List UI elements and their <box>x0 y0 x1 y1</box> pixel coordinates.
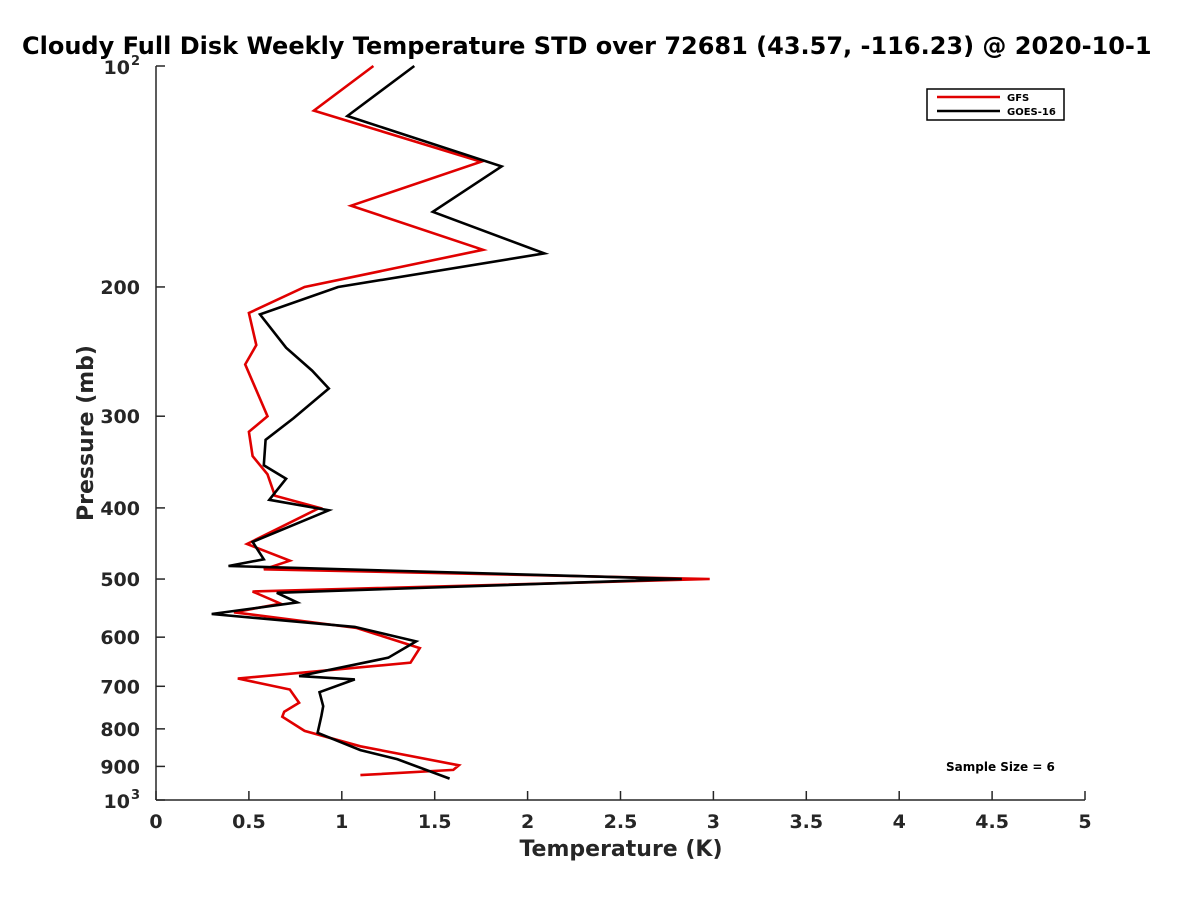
x-tick-label: 3 <box>707 811 720 833</box>
ticks-layer: 0 0.5 1 1.5 2 2.5 3 3.5 4 4.5 510 22003004005006007… <box>100 54 1091 833</box>
y-tick-label: 200 <box>100 277 140 299</box>
x-tick-label: 1.5 <box>418 811 452 833</box>
y-tick-label-exponent: 3 <box>131 788 140 803</box>
sample-size-annotation: Sample Size = 6 <box>946 760 1055 774</box>
x-tick-label: 5 <box>1078 811 1091 833</box>
legend: GFS GOES-16 <box>926 88 1065 121</box>
legend-label-goes16: GOES-16 <box>1007 107 1056 118</box>
plot-layer <box>211 64 710 780</box>
legend-label-gfs: GFS <box>1007 93 1029 104</box>
y-tick-label: 800 <box>100 719 140 741</box>
y-tick-label-power: 10 <box>104 57 130 79</box>
chart-title: Cloudy Full Disk Weekly Temperature STD … <box>22 32 1152 60</box>
x-tick-label: 1 <box>335 811 348 833</box>
x-tick-label: 3.5 <box>789 811 823 833</box>
axes-layer <box>155 66 1085 801</box>
x-tick-label: 0 <box>149 811 162 833</box>
x-tick-label: 4 <box>893 811 906 833</box>
y-tick-label-exponent: 2 <box>131 54 140 69</box>
y-tick-label: 500 <box>100 569 140 591</box>
y-tick-label: 300 <box>100 406 140 428</box>
y-tick-label: 900 <box>100 756 140 778</box>
x-tick-label: 2.5 <box>604 811 638 833</box>
series-line-gfs <box>233 64 710 777</box>
legend-box <box>926 88 1065 121</box>
series-line-goes16 <box>211 64 682 780</box>
y-tick-label: 600 <box>100 627 140 649</box>
y-tick-label-power: 10 <box>104 791 130 813</box>
y-tick-label: 700 <box>100 676 140 698</box>
x-tick-label: 4.5 <box>975 811 1009 833</box>
y-axis-label: Pressure (mb) <box>74 345 99 521</box>
x-axis-label: Temperature (K) <box>519 837 722 862</box>
x-tick-label: 0.5 <box>232 811 266 833</box>
x-tick-label: 2 <box>521 811 534 833</box>
y-tick-label: 400 <box>100 498 140 520</box>
